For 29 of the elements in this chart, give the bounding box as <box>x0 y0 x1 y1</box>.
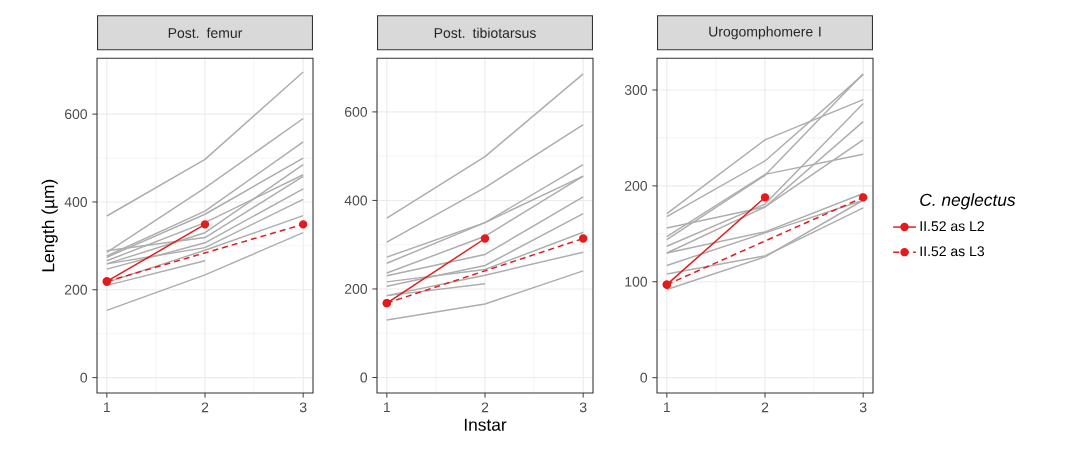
chart-title: Post. tibiotarsus <box>434 27 536 38</box>
x-tick-label: 3 <box>859 402 867 413</box>
y-tick-label: 300 <box>624 85 648 95</box>
x-tick-label: 1 <box>384 402 391 413</box>
y-tick-label: 200 <box>624 180 648 191</box>
y-tick-label: 0 <box>360 372 368 383</box>
chart-title: Urogomphomere I <box>709 26 821 40</box>
legend-label: II.52 as L2 <box>920 221 984 232</box>
y-tick-label: 600 <box>344 106 368 117</box>
x-tick-label: 1 <box>104 402 111 413</box>
legend-title: C. neglectus <box>920 193 1016 210</box>
x-tick-label: 2 <box>761 402 769 413</box>
y-tick-label: 200 <box>344 284 368 294</box>
x-tick-label: 3 <box>299 402 307 413</box>
x-tick-label: 3 <box>579 402 587 413</box>
x-axis-title: Instar <box>464 418 507 431</box>
y-tick-label: 400 <box>344 195 368 206</box>
x-tick-label: 1 <box>664 402 671 413</box>
y-axis-title: Length (µm) <box>41 179 58 272</box>
x-tick-label: 2 <box>201 402 209 413</box>
chart-title: Post. femur <box>168 27 243 38</box>
y-tick-label: 0 <box>80 372 88 383</box>
y-tick-label: 400 <box>64 197 88 207</box>
y-tick-label: 600 <box>64 109 88 120</box>
y-tick-label: 200 <box>64 284 88 295</box>
legend-label: II.52 as L3 <box>920 246 985 257</box>
x-tick-label: 2 <box>481 402 489 413</box>
y-tick-label: 100 <box>625 276 648 287</box>
y-tick-label: 0 <box>640 372 648 383</box>
